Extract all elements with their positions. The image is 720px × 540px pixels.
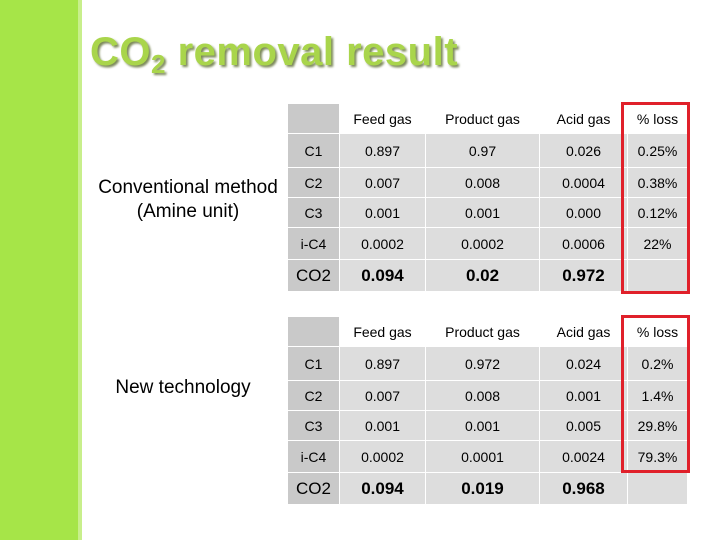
header-corner bbox=[287, 103, 340, 134]
header-feed-gas: Feed gas bbox=[339, 103, 426, 134]
header-product-gas: Product gas bbox=[425, 316, 540, 347]
table-row: CO2 0.094 0.02 0.972 bbox=[287, 259, 688, 292]
conventional-results-table: Feed gas Product gas Acid gas % loss C1 … bbox=[287, 103, 688, 292]
product-cell: 0.001 bbox=[425, 410, 540, 441]
component-cell: C2 bbox=[287, 380, 340, 411]
header-acid-gas: Acid gas bbox=[539, 316, 628, 347]
loss-cell: 79.3% bbox=[627, 440, 688, 473]
table-row: C2 0.007 0.008 0.001 1.4% bbox=[287, 380, 688, 411]
header-product-gas: Product gas bbox=[425, 103, 540, 134]
product-cell: 0.008 bbox=[425, 167, 540, 198]
slide-title: CO2 removal result bbox=[90, 30, 458, 80]
conventional-label-line2: (Amine unit) bbox=[136, 201, 240, 222]
component-cell: C2 bbox=[287, 167, 340, 198]
feed-cell: 0.0002 bbox=[339, 227, 426, 260]
product-cell: 0.0001 bbox=[425, 440, 540, 473]
feed-cell: 0.001 bbox=[339, 410, 426, 441]
percent-loss-highlight-box-2 bbox=[621, 315, 690, 473]
decorative-green-stripe bbox=[0, 0, 78, 540]
product-cell: 0.001 bbox=[425, 197, 540, 228]
product-cell: 0.97 bbox=[425, 133, 540, 168]
acid-cell: 0.026 bbox=[539, 133, 628, 168]
percent-loss-highlight-box bbox=[621, 102, 690, 294]
acid-cell: 0.024 bbox=[539, 346, 628, 381]
loss-cell: 0.25% bbox=[627, 133, 688, 168]
feed-cell: 0.001 bbox=[339, 197, 426, 228]
acid-cell: 0.0024 bbox=[539, 440, 628, 473]
loss-cell: 0.2% bbox=[627, 346, 688, 381]
title-subscript: 2 bbox=[151, 49, 166, 79]
conventional-label-line1: Conventional method bbox=[98, 177, 278, 198]
component-cell: CO2 bbox=[287, 259, 340, 292]
product-cell: 0.008 bbox=[425, 380, 540, 411]
component-cell: C1 bbox=[287, 133, 340, 168]
table-row: CO2 0.094 0.019 0.968 bbox=[287, 472, 688, 505]
acid-cell: 0.001 bbox=[539, 380, 628, 411]
component-cell: C1 bbox=[287, 346, 340, 381]
header-percent-loss: % loss bbox=[627, 103, 688, 134]
decorative-stripe-edge bbox=[78, 0, 82, 540]
component-cell: i-C4 bbox=[287, 227, 340, 260]
product-cell: 0.0002 bbox=[425, 227, 540, 260]
header-feed-gas: Feed gas bbox=[339, 316, 426, 347]
acid-cell: 0.000 bbox=[539, 197, 628, 228]
loss-cell bbox=[627, 259, 688, 292]
new-technology-results-table: Feed gas Product gas Acid gas % loss C1 … bbox=[287, 316, 688, 505]
acid-cell: 0.0004 bbox=[539, 167, 628, 198]
table-header-row: Feed gas Product gas Acid gas % loss bbox=[287, 316, 688, 347]
component-cell: i-C4 bbox=[287, 440, 340, 473]
loss-cell: 1.4% bbox=[627, 380, 688, 411]
header-acid-gas: Acid gas bbox=[539, 103, 628, 134]
product-cell: 0.019 bbox=[425, 472, 540, 505]
table-row: C2 0.007 0.008 0.0004 0.38% bbox=[287, 167, 688, 198]
acid-cell: 0.0006 bbox=[539, 227, 628, 260]
table-row: C3 0.001 0.001 0.000 0.12% bbox=[287, 197, 688, 228]
table-header-row: Feed gas Product gas Acid gas % loss bbox=[287, 103, 688, 134]
acid-cell: 0.968 bbox=[539, 472, 628, 505]
conventional-method-label: Conventional method (Amine unit) bbox=[88, 176, 288, 224]
table-row: C1 0.897 0.97 0.026 0.25% bbox=[287, 133, 688, 168]
acid-cell: 0.005 bbox=[539, 410, 628, 441]
title-main: CO bbox=[90, 30, 151, 74]
feed-cell: 0.897 bbox=[339, 133, 426, 168]
header-corner bbox=[287, 316, 340, 347]
loss-cell bbox=[627, 472, 688, 505]
feed-cell: 0.007 bbox=[339, 380, 426, 411]
feed-cell: 0.0002 bbox=[339, 440, 426, 473]
new-technology-label: New technology bbox=[100, 376, 266, 400]
component-cell: C3 bbox=[287, 410, 340, 441]
feed-cell: 0.007 bbox=[339, 167, 426, 198]
product-cell: 0.972 bbox=[425, 346, 540, 381]
component-cell: C3 bbox=[287, 197, 340, 228]
component-cell: CO2 bbox=[287, 472, 340, 505]
acid-cell: 0.972 bbox=[539, 259, 628, 292]
feed-cell: 0.897 bbox=[339, 346, 426, 381]
product-cell: 0.02 bbox=[425, 259, 540, 292]
table-row: C1 0.897 0.972 0.024 0.2% bbox=[287, 346, 688, 381]
new-technology-label-text: New technology bbox=[115, 377, 251, 398]
loss-cell: 0.12% bbox=[627, 197, 688, 228]
table-row: i-C4 0.0002 0.0001 0.0024 79.3% bbox=[287, 440, 688, 473]
feed-cell: 0.094 bbox=[339, 472, 426, 505]
title-rest: removal result bbox=[165, 30, 459, 74]
feed-cell: 0.094 bbox=[339, 259, 426, 292]
